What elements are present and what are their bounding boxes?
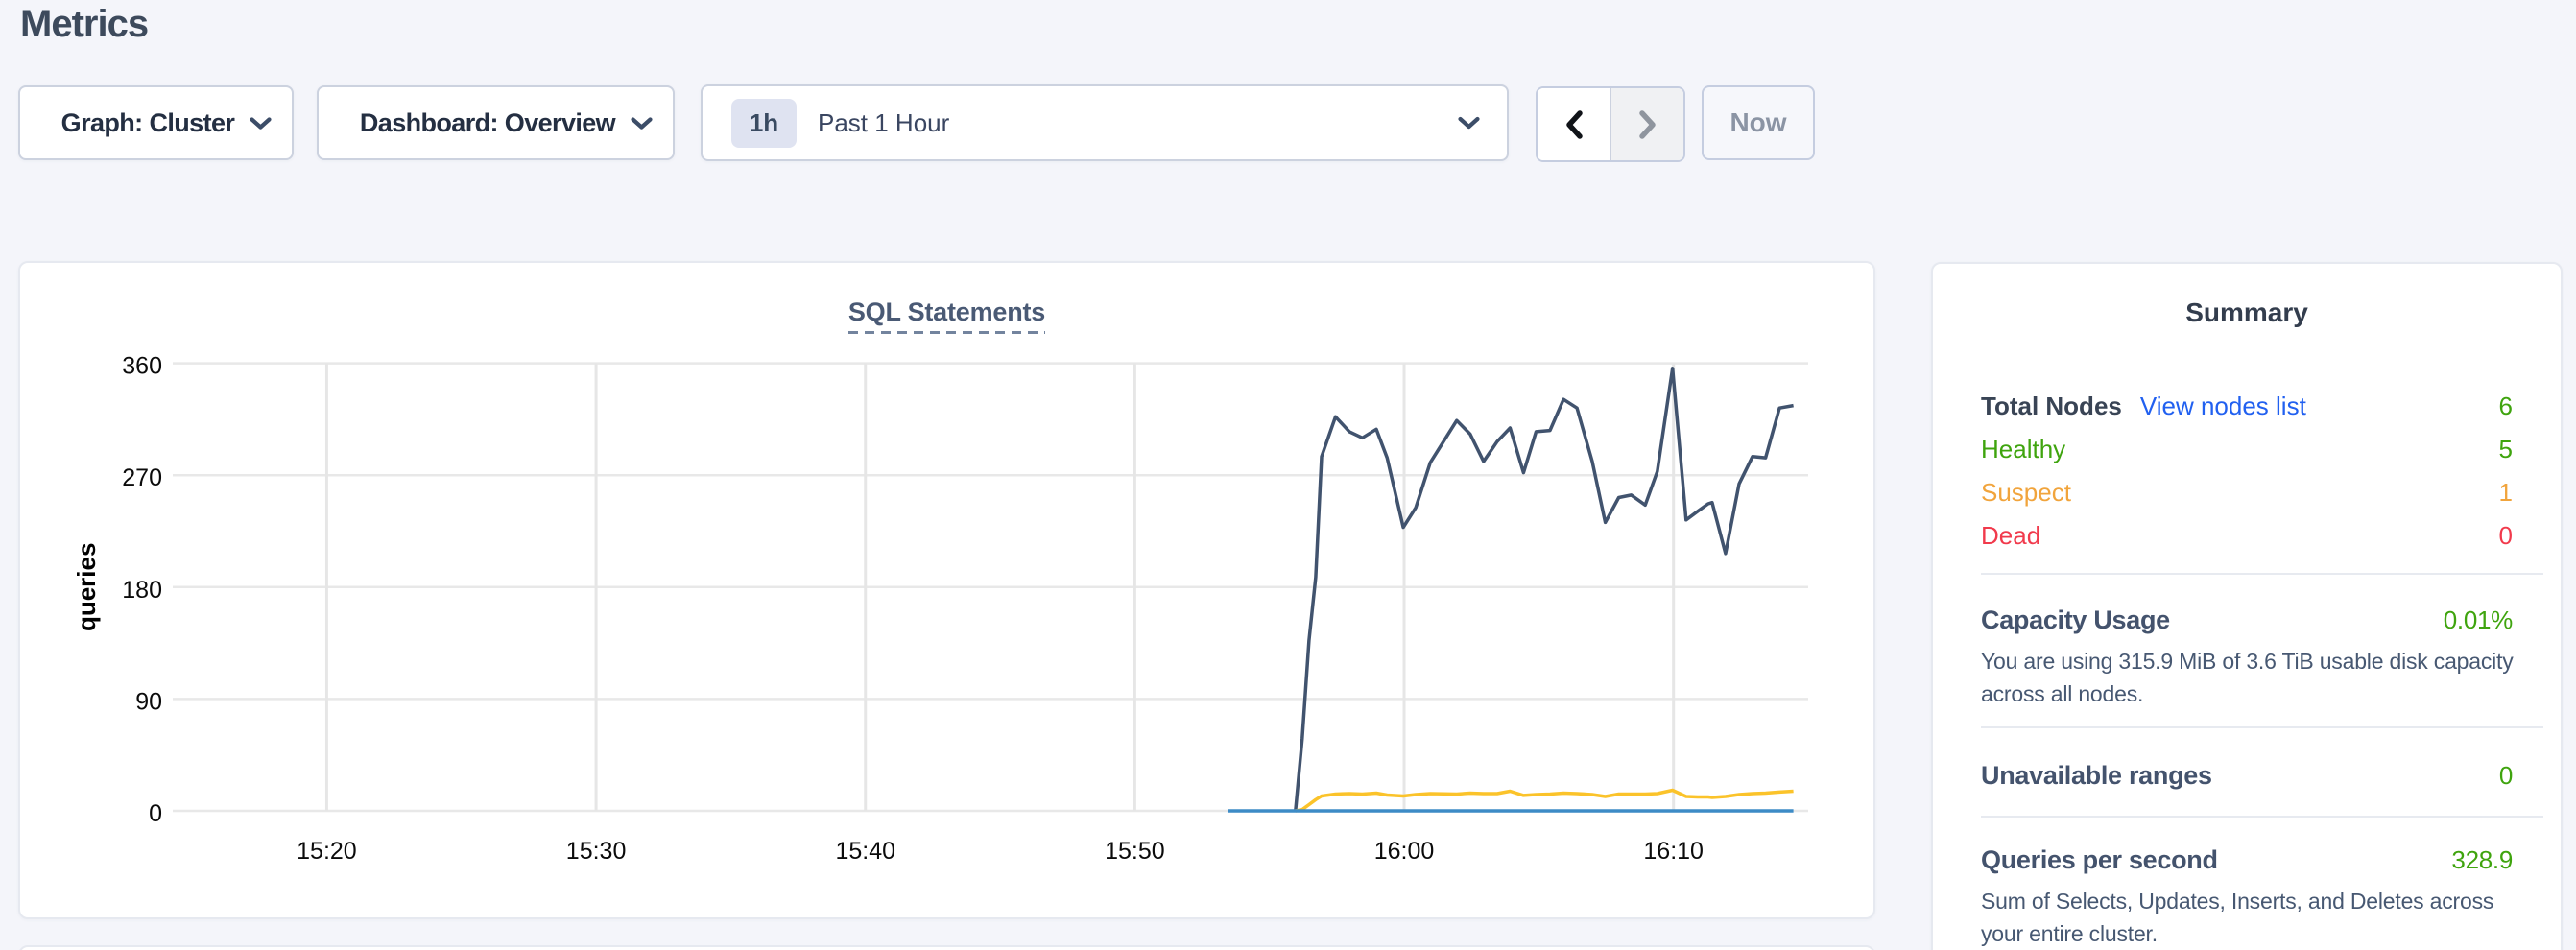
x-tick-label: 16:10 bbox=[1643, 838, 1704, 865]
divider bbox=[1981, 816, 2543, 818]
chevron-down-icon bbox=[631, 116, 653, 130]
time-window-selector[interactable]: 1h Past 1 Hour bbox=[701, 84, 1509, 161]
sql-statements-chart[interactable]: 0 90 180 270 360 15:20 15:30 15:40 15:50 16:00 16:… bbox=[20, 263, 1873, 917]
y-tick-label: 0 bbox=[149, 800, 162, 827]
queries-per-second-label: Queries per second bbox=[1981, 844, 2218, 874]
summary-sidebar: Summary Total Nodes View nodes list 6 He… bbox=[1931, 262, 2563, 950]
unavailable-ranges-value: 0 bbox=[2498, 760, 2513, 790]
queries-per-second-description: Sum of Selects, Updates, Inserts, and De… bbox=[1981, 889, 2494, 946]
previous-time-window-button[interactable] bbox=[1538, 88, 1611, 160]
suspect-nodes-row: Suspect 1 bbox=[1981, 471, 2540, 514]
unavailable-ranges-row: Unavailable ranges 0 bbox=[1981, 754, 2540, 796]
dead-nodes-row: Dead 0 bbox=[1981, 514, 2540, 558]
x-tick-label: 15:30 bbox=[566, 838, 627, 865]
chevron-down-icon bbox=[1458, 116, 1480, 130]
dead-nodes-value: 0 bbox=[2498, 521, 2513, 550]
y-tick-label: 270 bbox=[122, 464, 162, 491]
queries-per-second-value: 328.9 bbox=[2451, 844, 2513, 874]
healthy-nodes-row: Healthy 5 bbox=[1981, 428, 2540, 471]
total-nodes-label: Total Nodes bbox=[1981, 392, 2122, 420]
suspect-nodes-label: Suspect bbox=[1981, 478, 2071, 507]
dead-nodes-label: Dead bbox=[1981, 521, 2041, 550]
next-time-window-button[interactable] bbox=[1611, 88, 1683, 160]
time-window-label: Past 1 Hour bbox=[818, 107, 950, 137]
chart-series-yellow bbox=[1295, 788, 1794, 813]
y-tick-label: 360 bbox=[122, 353, 162, 380]
view-nodes-list-link[interactable]: View nodes list bbox=[2139, 392, 2306, 420]
y-tick-label: 90 bbox=[135, 688, 162, 715]
x-tick-label: 15:20 bbox=[297, 838, 357, 865]
sql-statements-chart-panel: SQL Statements 0 90 180 270 360 15:20 15:30 15:… bbox=[18, 261, 1875, 919]
total-nodes-row: Total Nodes View nodes list 6 bbox=[1981, 385, 2540, 428]
queries-per-second-row: Queries per second 328.9 bbox=[1981, 839, 2540, 881]
total-nodes-value: 6 bbox=[2498, 392, 2513, 420]
x-tick-label: 15:40 bbox=[835, 838, 895, 865]
unavailable-ranges-label: Unavailable ranges bbox=[1981, 760, 2212, 790]
chart-title[interactable]: SQL Statements bbox=[847, 297, 1045, 334]
x-tick-label: 16:00 bbox=[1374, 838, 1435, 865]
next-chart-panel-sliver bbox=[18, 945, 1875, 950]
divider bbox=[1981, 726, 2543, 728]
chart-title-row: SQL Statements bbox=[20, 297, 1873, 334]
y-tick-label: 180 bbox=[122, 577, 162, 604]
healthy-nodes-value: 5 bbox=[2498, 435, 2513, 463]
graph-scope-dropdown[interactable]: Graph: Cluster bbox=[18, 85, 294, 160]
graph-scope-dropdown-label: Graph: Cluster bbox=[60, 107, 235, 137]
chevron-right-icon bbox=[1638, 109, 1656, 139]
chart-series-dark-blue bbox=[1294, 367, 1794, 812]
page-title: Metrics bbox=[20, 3, 149, 45]
time-window-badge: 1h bbox=[731, 98, 797, 148]
time-window-pager bbox=[1536, 86, 1685, 162]
chevron-down-icon bbox=[250, 116, 272, 130]
divider bbox=[1981, 573, 2543, 575]
capacity-usage-description: You are using 315.9 MiB of 3.6 TiB usabl… bbox=[1981, 649, 2514, 706]
suspect-nodes-value: 1 bbox=[2498, 478, 2513, 507]
now-button[interactable]: Now bbox=[1702, 85, 1815, 160]
capacity-usage-value: 0.01% bbox=[2443, 605, 2514, 634]
chevron-left-icon bbox=[1565, 109, 1583, 139]
y-axis-label: queries bbox=[72, 543, 101, 632]
capacity-usage-row: Capacity Usage 0.01% bbox=[1981, 599, 2540, 641]
healthy-nodes-label: Healthy bbox=[1981, 435, 2066, 463]
dashboard-dropdown-label: Dashboard: Overview bbox=[359, 107, 616, 137]
x-tick-label: 15:50 bbox=[1105, 838, 1165, 865]
summary-title: Summary bbox=[2185, 297, 2308, 327]
capacity-usage-label: Capacity Usage bbox=[1981, 605, 2170, 634]
dashboard-dropdown[interactable]: Dashboard: Overview bbox=[317, 85, 675, 160]
